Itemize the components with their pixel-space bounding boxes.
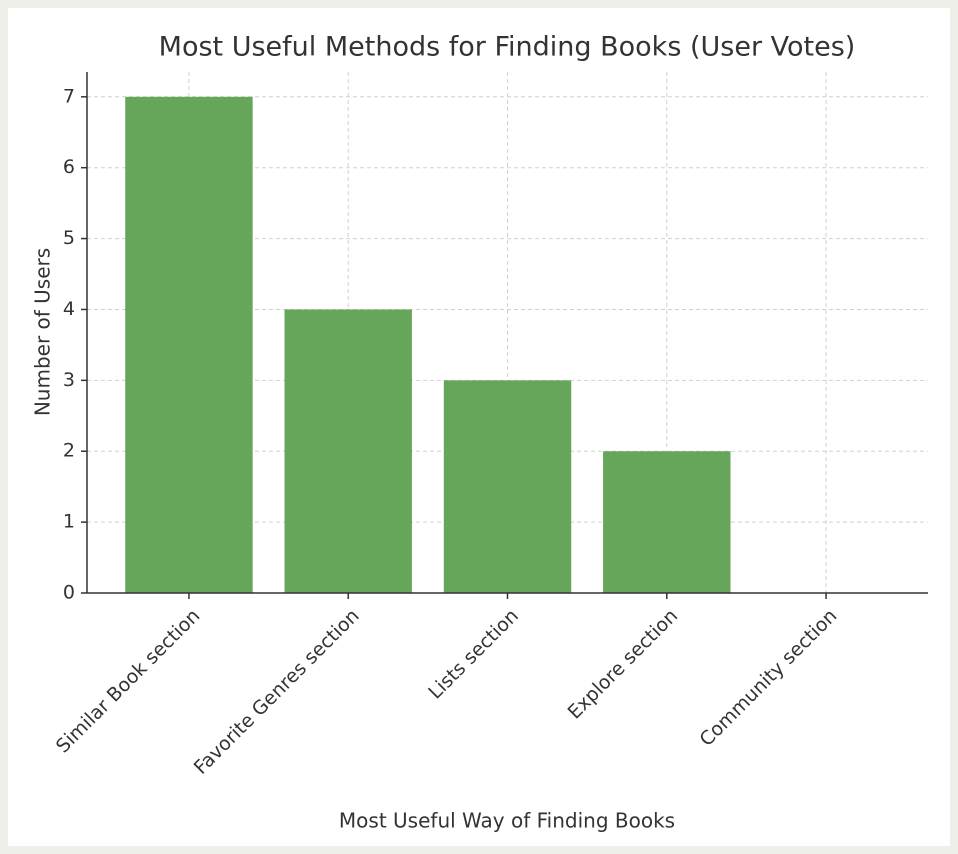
y-axis-label: Number of Users — [31, 248, 55, 416]
y-tick-label: 5 — [63, 227, 75, 249]
y-tick-label: 2 — [63, 440, 75, 462]
y-tick-label: 0 — [63, 582, 75, 604]
x-tick-label: Community section — [696, 605, 842, 751]
x-tick-label: Similar Book section — [52, 605, 204, 757]
bar — [443, 380, 572, 593]
x-tick-label: Explore section — [564, 605, 683, 724]
bar — [125, 96, 253, 594]
y-tick-label: 3 — [63, 369, 75, 391]
chart-title: Most Useful Methods for Finding Books (U… — [159, 32, 856, 63]
y-tick-label: 4 — [63, 298, 75, 320]
bar — [284, 309, 412, 593]
bar — [603, 451, 731, 593]
y-tick-label: 6 — [63, 156, 75, 178]
y-tick-label: 7 — [63, 85, 75, 107]
x-axis-label: Most Useful Way of Finding Books — [339, 809, 675, 833]
y-tick-label: 1 — [63, 511, 75, 533]
x-tick-label: Favorite Genres section — [190, 605, 364, 779]
x-tick-label: Lists section — [424, 605, 523, 704]
